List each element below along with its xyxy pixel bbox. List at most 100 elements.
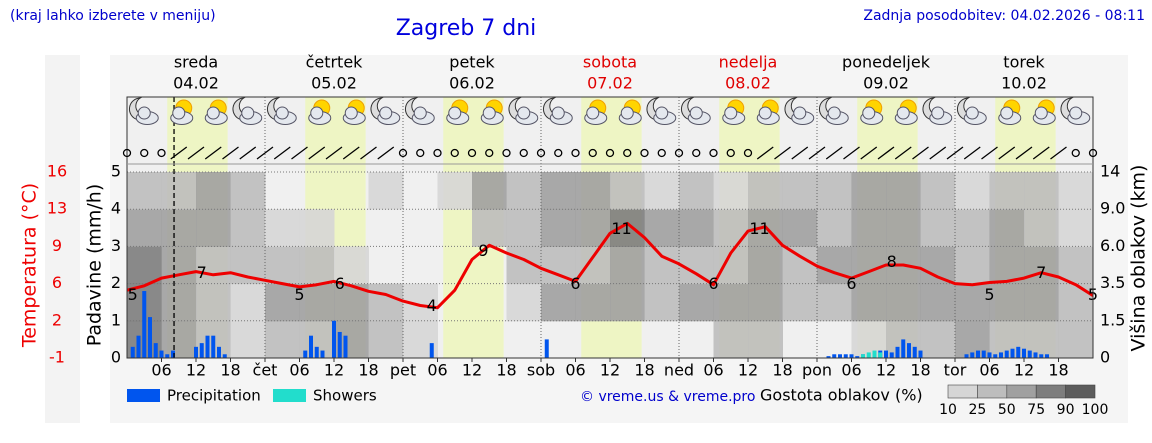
wind-barb [791,146,809,160]
x-tick-label: 12 [600,361,620,380]
cloud-cell [575,172,611,210]
wind-calm [485,148,494,158]
cloud-icon [758,106,772,120]
cloud-icon [827,106,841,120]
cloud-cell [920,209,956,247]
precip-bar [964,354,969,358]
precip-bar [866,352,871,358]
cloud-icon [275,106,289,120]
precip-bar [889,352,894,358]
cloud-cell [299,283,335,322]
wind-barb [946,146,964,160]
precip-bar [832,354,837,358]
wind-barb [963,146,981,160]
precip-bar [1022,348,1026,358]
x-tick-label: 18 [358,361,378,380]
wind-calm [536,148,546,158]
cloud-cell [265,320,300,359]
cloud-cell [265,246,300,285]
temp-label: 6 [846,274,856,293]
wind-calm [140,148,149,158]
x-tick-label: tor [944,361,967,380]
cloud-cell [1058,283,1094,322]
precip-bar [1004,350,1009,358]
day-date: 10.02 [1001,74,1047,93]
cloud-cell [127,246,162,285]
precip-bar [1045,354,1049,358]
precip-bar [165,354,170,358]
cloud-cell [230,172,266,210]
precip-bar [918,350,923,358]
cloud-cell [989,172,1025,210]
precip-bar [130,346,135,358]
legend-swatch [127,389,160,402]
density-swatch [1006,384,1037,399]
y2-tick-label: 9.0 [1100,199,1125,218]
cloud-icon [448,106,462,120]
cloud-cell [472,209,507,247]
y2-tick-label: 6.0 [1100,236,1125,255]
wind-barb [342,146,360,160]
day-date: 05.02 [311,74,357,93]
temp-label: 9 [478,241,488,260]
precip-bar [199,343,204,358]
density-swatch [977,384,1008,399]
cloud-cell [541,209,576,247]
left-panel [45,55,80,423]
cloud-cell [541,172,576,210]
temp-label: 5 [128,285,138,304]
legend-swatch [273,389,306,402]
density-label: Gostota oblakov (%) [760,386,923,405]
temp-label: 8 [887,252,897,271]
cloud-icon [862,106,876,120]
wind-barb [360,146,377,160]
cloud-cell [748,283,783,322]
x-tick-label: pon [802,361,832,380]
wind-calm [502,148,511,158]
cloud-icon [689,106,703,120]
cloud-cell [713,320,749,359]
precip-bar [159,350,164,358]
y2-tick-label: 1.5 [1100,310,1125,329]
credit: © vreme.us & vreme.pro [580,389,755,405]
day-name: torek [1003,53,1045,72]
cloud-cell [782,283,818,322]
cloud-cell [713,209,749,247]
density-swatch [1065,384,1096,399]
menu-note: (kraj lahko izberete v meniju) [10,8,216,24]
precip-bar [544,339,549,358]
density-tick-label: 25 [968,402,986,418]
cloud-icon [551,106,565,120]
wind-calm [1071,148,1080,158]
cloud-cell [506,209,542,247]
cloud-icon [1069,106,1083,120]
precip-bar [171,350,175,358]
wind-barb [774,146,791,160]
x-tick-label: 12 [876,361,896,380]
precip-bar [314,346,319,358]
precip-bar [153,343,158,358]
wind-barb [222,146,239,160]
cloud-cell [886,172,921,210]
cloud-cell [610,172,645,210]
cloud-cell [506,283,542,322]
cloud-cell [955,209,990,247]
wind-calm [605,148,615,158]
wind-calm [554,148,563,158]
temp-tick-label: 9 [52,236,62,255]
cloud-cell [196,246,231,285]
cloud-cell [679,283,714,322]
temp-tick-label: 13 [47,199,67,218]
x-tick-label: 18 [1048,361,1068,380]
precip-bar [332,320,336,358]
temp-axis-label: Temperatura (°C) [19,183,41,348]
precip-bar [343,335,348,358]
wind-barb [1050,146,1067,160]
wind-barb [843,146,860,160]
cloud-cell [196,209,231,247]
density-tick-label: 50 [998,402,1016,418]
temp-label: 5 [984,285,994,304]
precip-bar [895,346,900,358]
y2-tick-label: 14 [1100,162,1120,181]
precip-bar [976,350,980,358]
